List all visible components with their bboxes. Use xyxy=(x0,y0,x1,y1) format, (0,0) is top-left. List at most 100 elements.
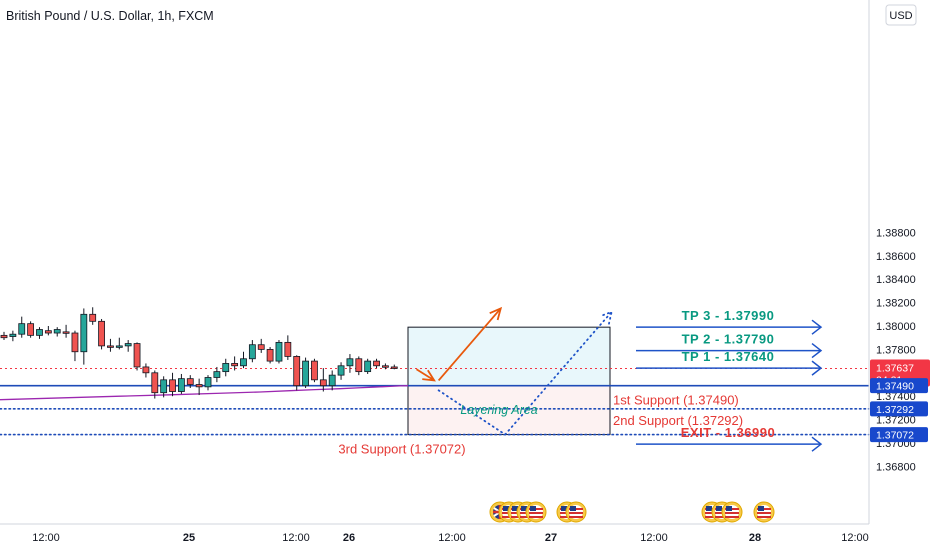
candle-body xyxy=(248,344,256,360)
candle-body xyxy=(44,330,52,334)
candle xyxy=(160,376,168,398)
candle-body xyxy=(355,358,363,373)
flag-part xyxy=(757,512,771,514)
time-tick-label: 25 xyxy=(183,532,195,544)
candle xyxy=(390,364,398,370)
candle-body xyxy=(284,341,292,357)
candle-body xyxy=(373,360,380,367)
candle-body xyxy=(0,334,8,339)
currency-button[interactable]: USD xyxy=(885,4,917,26)
us-flag-icon[interactable] xyxy=(721,501,743,523)
flag-part xyxy=(570,506,576,511)
candle-body xyxy=(266,348,274,362)
candle-body xyxy=(240,358,247,367)
candle xyxy=(346,354,354,373)
candle-body xyxy=(275,341,283,362)
price-axis[interactable]: 1.38800 1.38600 1.38400 1.38200 1.38000 1.378… xyxy=(876,227,916,473)
target-arrow-head xyxy=(811,360,823,376)
level-tag-value: 1.37292 xyxy=(876,404,914,416)
us-flag-icon[interactable] xyxy=(753,501,775,523)
candle xyxy=(382,363,389,370)
candle xyxy=(293,355,301,391)
candle xyxy=(240,351,247,369)
candle xyxy=(151,370,159,399)
level-tag-2: 1.37292 xyxy=(870,401,928,417)
upper-zone xyxy=(407,326,611,387)
candle-body xyxy=(142,366,150,374)
candle xyxy=(133,342,141,371)
flag-part xyxy=(716,506,722,511)
us-flag-icon[interactable] xyxy=(565,501,587,523)
candle-body xyxy=(36,329,43,336)
target-arrow-head xyxy=(811,342,823,359)
candle xyxy=(80,308,88,365)
candle xyxy=(311,358,318,383)
candle xyxy=(18,316,26,338)
time-tick-label: 12:00 xyxy=(282,532,310,544)
candle-body xyxy=(204,377,212,388)
candle-body xyxy=(213,371,221,378)
candle-body xyxy=(124,343,132,347)
currency-label: USD xyxy=(889,10,912,22)
time-tick-label: 28 xyxy=(749,532,761,544)
candle-body xyxy=(222,363,230,373)
candle-body xyxy=(177,378,185,392)
flag-part xyxy=(569,516,583,518)
candle xyxy=(27,321,35,338)
candle-body xyxy=(169,379,176,392)
flag-part xyxy=(529,516,543,518)
candle xyxy=(62,324,70,338)
candle xyxy=(169,372,176,397)
us-flag-icon[interactable] xyxy=(525,501,547,523)
candle xyxy=(257,338,265,353)
layering-zone xyxy=(407,385,611,436)
chart-title: British Pound / U.S. Dollar, 1h, FXCM xyxy=(6,9,214,23)
candle-body xyxy=(133,343,141,368)
candle xyxy=(195,378,203,396)
target-arrow-head xyxy=(811,436,823,452)
flag-part xyxy=(530,506,536,511)
candle-body xyxy=(151,372,159,394)
time-axis[interactable]: 12:00 25 12:00 26 12:00 27 12:00 28 12:00 xyxy=(32,532,869,544)
price-tick-label: 1.38200 xyxy=(876,298,916,310)
candle xyxy=(266,347,274,364)
tp1-label: TP 1 - 1.37640 xyxy=(682,349,775,364)
second-support-label: 2nd Support (1.37292) xyxy=(613,413,743,428)
time-tick-label: 12:00 xyxy=(438,532,466,544)
candle-body xyxy=(337,365,345,376)
economic-events[interactable] xyxy=(489,501,775,523)
flag-part xyxy=(503,506,509,511)
candle-body xyxy=(293,356,301,387)
flag-part xyxy=(726,506,732,511)
candle xyxy=(275,340,283,364)
candle-body xyxy=(71,332,79,353)
time-tick-label: 27 xyxy=(545,532,557,544)
candle-body xyxy=(382,365,389,368)
price-tick-label: 1.38000 xyxy=(876,321,916,333)
candle-body xyxy=(160,379,168,394)
time-tick-label: 12:00 xyxy=(640,532,668,544)
price-tick-label: 1.38400 xyxy=(876,274,916,286)
candle xyxy=(186,375,194,389)
candle xyxy=(142,363,150,378)
flag-part xyxy=(758,506,764,511)
support-levels xyxy=(0,384,870,436)
candle xyxy=(115,337,123,350)
time-tick-label: 12:00 xyxy=(32,532,60,544)
candle xyxy=(9,330,17,342)
candle xyxy=(0,331,8,341)
candle-body xyxy=(115,345,123,348)
candle-body xyxy=(319,379,327,387)
time-tick-label: 26 xyxy=(343,532,355,544)
flag-part xyxy=(561,506,567,511)
level-tag-value: 1.37490 xyxy=(876,381,914,393)
bearish-scenario-path xyxy=(437,311,613,436)
level-tag-1: 1.37490 xyxy=(870,378,928,394)
layering-area-label: Layering Area xyxy=(460,403,537,417)
time-tick-label: 12:00 xyxy=(841,532,869,544)
tp3-label: TP 3 - 1.37990 xyxy=(682,308,775,323)
target-arrows xyxy=(636,319,823,452)
candle xyxy=(177,373,185,394)
first-support-label: 1st Support (1.37490) xyxy=(613,393,739,408)
